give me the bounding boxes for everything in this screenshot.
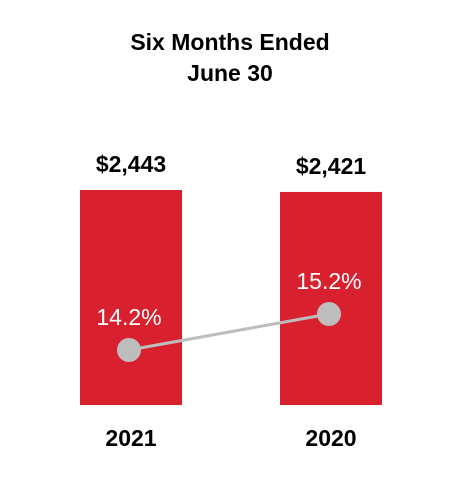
value-label: $2,443	[96, 151, 166, 177]
bar	[280, 191, 382, 405]
bar	[80, 190, 182, 405]
value-label: $2,421	[296, 153, 367, 179]
line	[128, 312, 330, 352]
x-tick-label: 2020	[305, 425, 356, 451]
x-tick-label: 2021	[105, 425, 156, 451]
line-point	[317, 302, 341, 326]
line-value-label: 15.2%	[296, 268, 361, 294]
chart-title: June 30	[187, 60, 273, 86]
line-point	[117, 338, 141, 362]
chart-title: Six Months Ended	[130, 29, 329, 55]
line-value-label: 14.2%	[96, 304, 161, 330]
